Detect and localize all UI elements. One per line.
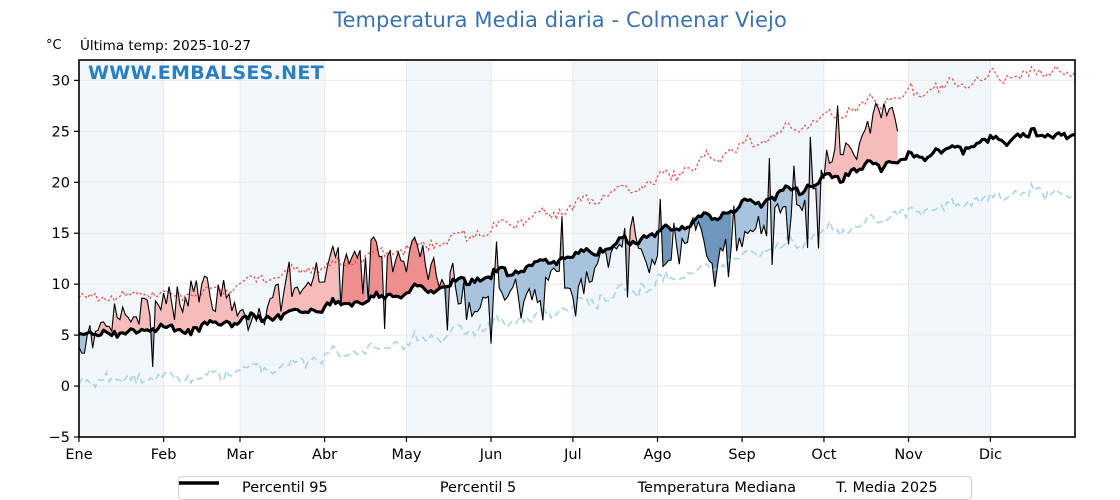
legend-media-2025-swatch bbox=[179, 482, 827, 494]
anomaly-fill-areas bbox=[79, 103, 898, 367]
legend-percentil-5[interactable]: Percentil 5 bbox=[179, 477, 575, 499]
svg-text:−5: −5 bbox=[49, 430, 70, 446]
plot-border bbox=[78, 59, 1076, 438]
svg-text:Oct: Oct bbox=[811, 447, 836, 463]
legend-media-2025[interactable]: T. Media 2025 bbox=[179, 477, 971, 499]
svg-text:5: 5 bbox=[61, 328, 70, 344]
svg-text:Abr: Abr bbox=[312, 447, 337, 463]
legend-percentil-5-label: Percentil 5 bbox=[439, 480, 517, 496]
svg-text:20: 20 bbox=[52, 175, 70, 191]
svg-text:10: 10 bbox=[52, 277, 70, 293]
svg-text:0: 0 bbox=[61, 379, 70, 395]
legend-mediana-swatch bbox=[179, 481, 629, 494]
svg-text:15: 15 bbox=[52, 226, 70, 242]
svg-text:Feb: Feb bbox=[151, 447, 177, 463]
svg-text:Ene: Ene bbox=[65, 447, 92, 463]
svg-text:30: 30 bbox=[52, 73, 70, 89]
legend-mediana[interactable]: Temperatura Mediana bbox=[179, 477, 796, 499]
last-temp-label: Última temp: 2025-10-27 bbox=[80, 38, 252, 54]
svg-text:Dic: Dic bbox=[979, 447, 1002, 463]
chart-legend: Percentil 95 Percentil 5 Temperatura Media… bbox=[178, 476, 972, 500]
y-axis-unit-label: °C bbox=[46, 38, 62, 53]
watermark: WWW.EMBALSES.NET bbox=[88, 62, 324, 84]
y-axis-ticks: −5 0 5 10 15 20 25 30 bbox=[49, 73, 79, 446]
page-title: Temperatura Media diaria - Colmenar Viej… bbox=[333, 8, 787, 32]
month-background-bands bbox=[79, 60, 1075, 437]
mediana-line bbox=[79, 126, 1075, 339]
svg-text:Nov: Nov bbox=[894, 447, 923, 463]
gridlines bbox=[79, 60, 1075, 438]
svg-text:25: 25 bbox=[52, 124, 70, 140]
svg-text:May: May bbox=[391, 447, 421, 463]
legend-mediana-label: Temperatura Mediana bbox=[637, 480, 797, 496]
legend-percentil-5-swatch bbox=[179, 482, 431, 494]
svg-text:Jul: Jul bbox=[563, 447, 582, 463]
media-2025-line bbox=[79, 102, 899, 367]
svg-text:Ago: Ago bbox=[643, 447, 671, 463]
svg-text:Sep: Sep bbox=[728, 447, 755, 463]
svg-text:Jun: Jun bbox=[479, 447, 503, 463]
legend-percentil-95-label: Percentil 95 bbox=[242, 480, 328, 496]
x-axis-ticks: Ene Feb Mar Abr May Jun Jul Ago Sep Oct Nov Dic bbox=[65, 437, 1002, 463]
legend-media-2025-label: T. Media 2025 bbox=[836, 480, 938, 496]
svg-text:Mar: Mar bbox=[226, 447, 253, 463]
